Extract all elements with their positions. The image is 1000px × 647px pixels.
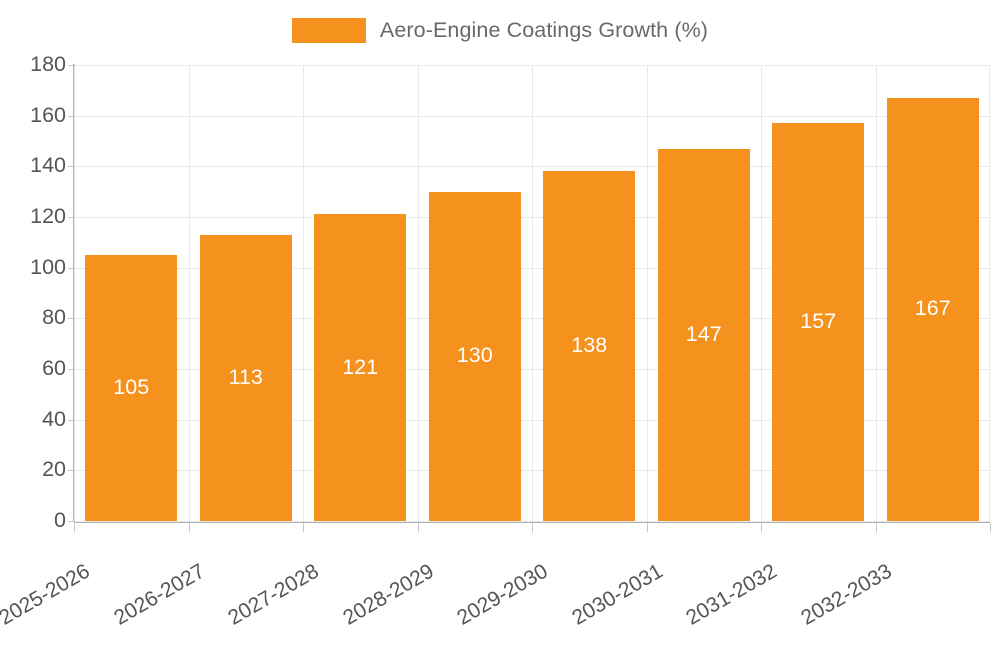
y-axis-tick-label: 0 [54,508,66,532]
y-axis-tick-label: 180 [30,52,66,76]
y-axis-tick-label: 80 [42,305,66,330]
x-axis-tick-mark [188,523,190,532]
x-axis-tick-label: 2030-2031 [567,559,667,630]
x-axis-tick-mark [990,523,991,532]
gridline-vertical [646,65,648,521]
y-axis-tick-label: 60 [42,356,66,380]
y-axis-tick-mark [68,115,75,117]
bar[interactable]: 167 [886,97,979,521]
legend-item-label: Aero-Engine Coatings Growth (%) [379,17,709,42]
bar[interactable]: 121 [314,214,407,521]
bar-value-label: 157 [800,309,837,334]
x-axis-tick-label: 2032-2033 [796,559,896,630]
gridline-vertical [875,65,877,521]
gridline-vertical [761,65,762,521]
x-axis-tick-mark [646,523,648,532]
y-axis-tick-mark [68,267,75,269]
y-axis-tick-label: 140 [30,153,66,178]
x-axis-tick-mark [303,523,304,532]
legend-item-aero-engine-coatings-growth[interactable]: Aero-Engine Coatings Growth (%) [291,17,709,43]
y-axis-tick-mark [68,166,75,168]
bar-value-label: 138 [571,333,608,358]
gridline-vertical [74,65,75,521]
bar-value-label: 113 [228,364,263,389]
x-axis-tick-mark [532,523,533,532]
x-axis-tick-mark [74,523,75,532]
y-axis-tick-mark [68,65,75,66]
x-axis-spine [74,521,990,523]
y-axis: 0 20 40 60 80 100 120 140 160 180 [0,0,66,600]
y-axis-tick-label: 40 [42,406,66,431]
bar-chart: Aero-Engine Coatings Growth (%) 0 20 40 60 8… [0,0,1000,630]
y-axis-tick-mark [68,217,75,218]
gridline-vertical [989,65,990,521]
gridline-vertical [303,65,304,521]
gridline-vertical [417,65,419,521]
gridline-vertical [532,65,533,521]
gridline-horizontal [74,521,990,522]
y-axis-tick-mark [68,470,75,472]
bar-value-label: 130 [456,343,493,368]
y-axis-tick-label: 20 [42,457,66,482]
bar[interactable]: 105 [85,255,178,521]
x-axis-tick-label: 2029-2030 [453,559,552,630]
x-axis-tick-mark [875,523,877,532]
bar-value-label: 167 [914,296,951,321]
bar-value-label: 105 [113,375,150,399]
x-axis-tick-mark [761,523,762,532]
chart-legend: Aero-Engine Coatings Growth (%) [0,12,1000,48]
y-axis-tick-mark [68,419,75,421]
y-axis-tick-mark [68,318,75,320]
x-axis-tick-label: 2031-2032 [682,559,781,630]
y-axis-tick-label: 120 [30,204,66,228]
y-axis-tick-mark [68,521,75,522]
y-axis-tick-mark [68,369,75,370]
x-axis-tick-label: 2028-2029 [338,559,438,630]
bar-value-label: 147 [685,321,722,346]
plot-area: 105 113 121 130 138 147 157 167 [74,65,990,522]
gridline-vertical [188,65,190,521]
x-axis-tick-label: 2026-2027 [109,559,209,630]
legend-color-swatch-icon [291,17,366,43]
y-axis-tick-label: 160 [30,102,66,127]
bar-value-label: 121 [342,354,379,379]
bar[interactable]: 147 [657,148,750,521]
y-axis-tick-label: 100 [30,254,66,279]
x-axis-tick-mark [417,523,419,532]
bar[interactable]: 157 [772,123,865,521]
bar[interactable]: 113 [199,234,292,521]
x-axis-tick-label: 2027-2028 [224,559,323,630]
bar[interactable]: 130 [428,191,521,521]
bar[interactable]: 138 [543,171,636,521]
